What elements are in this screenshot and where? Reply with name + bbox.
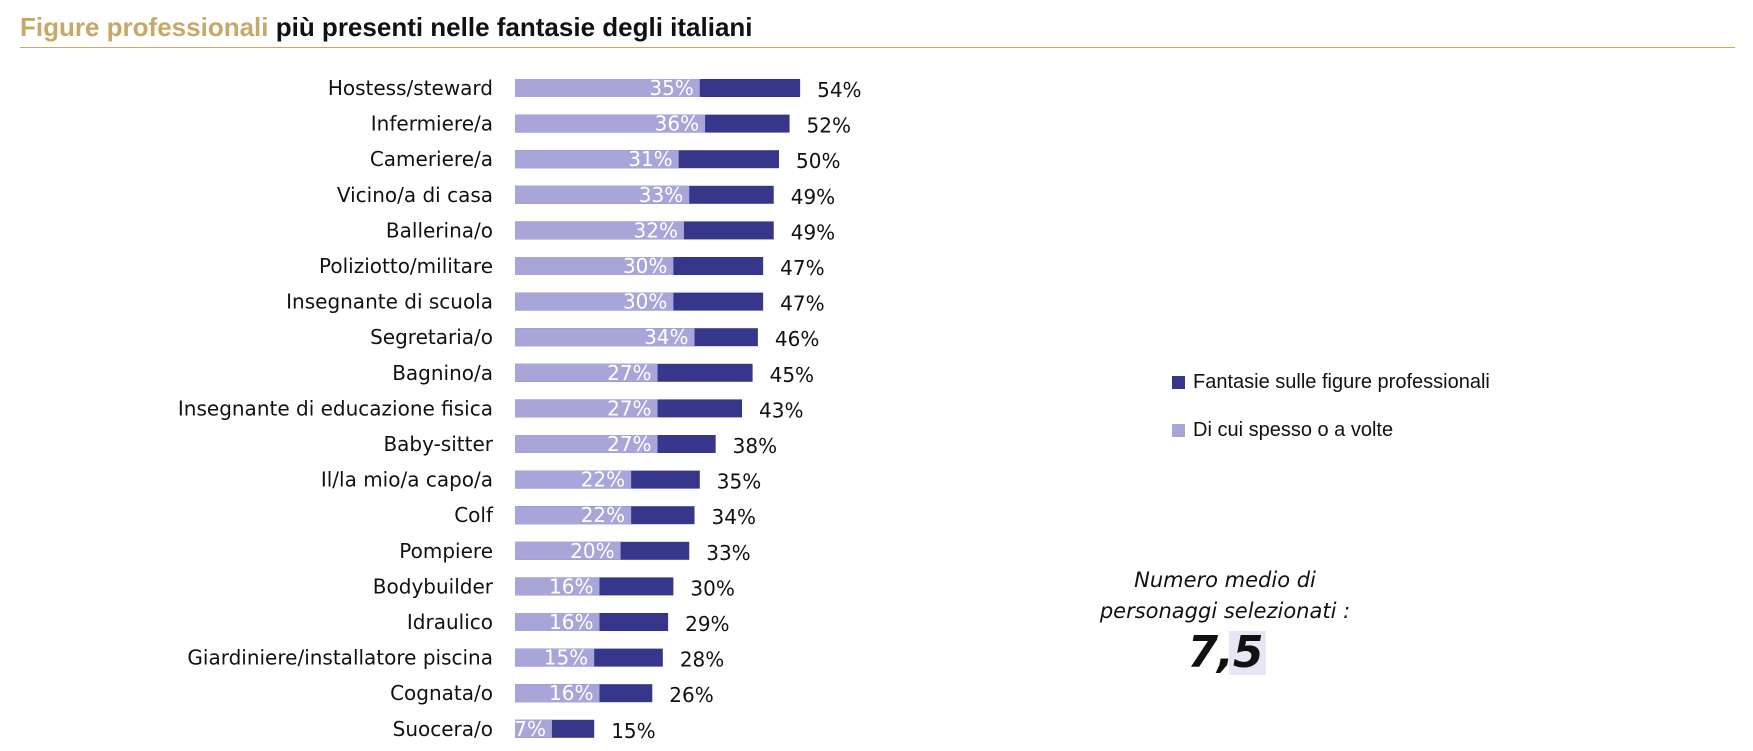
bar-often bbox=[515, 648, 595, 667]
category-label: Baby-sitter bbox=[383, 432, 493, 456]
category-label: Idraulico bbox=[407, 610, 493, 634]
data-label-total: 47% bbox=[780, 256, 824, 280]
data-label-often: 34% bbox=[644, 325, 688, 349]
category-label: Poliziotto/militare bbox=[319, 254, 493, 278]
bar-often bbox=[515, 719, 552, 738]
bar-often bbox=[515, 577, 600, 596]
category-label: Giardiniere/installatore piscina bbox=[187, 646, 493, 670]
bar-often bbox=[515, 470, 632, 489]
title-divider bbox=[20, 47, 1735, 48]
data-label-often: 30% bbox=[623, 254, 667, 278]
average-value: 7,5 bbox=[1183, 631, 1267, 675]
bar-often bbox=[515, 435, 658, 453]
data-label-often: 35% bbox=[649, 76, 693, 100]
legend-swatch-total bbox=[1172, 375, 1185, 389]
category-label: Insegnante di scuola bbox=[286, 290, 493, 314]
average-label-line1: Numero medio di bbox=[1134, 568, 1316, 592]
data-label-often: 16% bbox=[549, 574, 593, 598]
category-label: Hostess/steward bbox=[328, 76, 493, 100]
data-label-often: 22% bbox=[581, 503, 625, 527]
average-callout: Numero medio di personaggi selezionati :… bbox=[1085, 565, 1365, 675]
data-label-often: 7% bbox=[514, 717, 546, 741]
average-label-line2: personaggi selezionati : bbox=[1099, 599, 1351, 623]
category-label: Infermiere/a bbox=[371, 112, 493, 136]
legend-item-total: Fantasie sulle figure professionali bbox=[1172, 370, 1490, 394]
data-label-often: 16% bbox=[549, 610, 593, 634]
category-label: Cognata/o bbox=[390, 681, 493, 705]
bar-often bbox=[515, 613, 600, 631]
legend: Fantasie sulle figure professionali Di c… bbox=[1172, 370, 1490, 466]
data-label-total: 50% bbox=[796, 149, 840, 173]
data-label-total: 52% bbox=[807, 114, 851, 138]
bar-often bbox=[515, 79, 700, 97]
bar-chart: Hostess/steward 35% 54% Infermiere/a 36% 52% C… bbox=[178, 76, 862, 743]
legend-label-total: Fantasie sulle figure professionali bbox=[1193, 370, 1490, 393]
category-label: Ballerina/o bbox=[386, 218, 493, 242]
data-label-often: 20% bbox=[570, 539, 614, 563]
bar-often bbox=[515, 363, 658, 382]
data-label-total: 29% bbox=[685, 612, 729, 636]
data-label-often: 31% bbox=[628, 147, 672, 171]
data-label-total: 49% bbox=[791, 185, 835, 209]
data-label-total: 15% bbox=[611, 719, 655, 743]
data-label-total: 33% bbox=[706, 541, 750, 565]
bar-often bbox=[515, 328, 695, 347]
title-main: più presenti nelle fantasie degli italia… bbox=[268, 12, 753, 42]
data-label-total: 54% bbox=[817, 78, 861, 102]
bar-often bbox=[515, 541, 621, 560]
data-label-total: 49% bbox=[791, 220, 835, 244]
category-label: Vicino/a di casa bbox=[337, 183, 493, 207]
data-label-often: 27% bbox=[607, 432, 651, 456]
data-label-often: 30% bbox=[623, 290, 667, 314]
category-label: Pompiere bbox=[399, 539, 493, 563]
bar-often bbox=[515, 221, 684, 240]
data-label-often: 36% bbox=[655, 112, 699, 136]
category-label: Colf bbox=[454, 503, 494, 527]
bar-often bbox=[515, 506, 632, 525]
data-label-total: 45% bbox=[770, 363, 814, 387]
bar-often bbox=[515, 684, 600, 703]
legend-item-often: Di cui spesso o a volte bbox=[1172, 418, 1490, 442]
data-label-total: 28% bbox=[680, 648, 724, 672]
data-label-often: 15% bbox=[544, 646, 588, 670]
category-label: Bodybuilder bbox=[373, 574, 494, 598]
legend-label-often: Di cui spesso o a volte bbox=[1193, 418, 1394, 441]
data-label-total: 34% bbox=[712, 505, 756, 529]
data-label-total: 26% bbox=[669, 683, 713, 707]
category-label: Insegnante di educazione fisica bbox=[178, 396, 493, 420]
category-label: Suocera/o bbox=[393, 717, 493, 741]
data-label-often: 27% bbox=[607, 396, 651, 420]
average-label: Numero medio di personaggi selezionati : bbox=[1085, 565, 1365, 627]
data-label-often: 32% bbox=[634, 218, 678, 242]
bar-often bbox=[515, 257, 674, 275]
data-label-total: 43% bbox=[759, 398, 803, 422]
data-label-total: 30% bbox=[690, 576, 734, 600]
data-label-often: 33% bbox=[639, 183, 683, 207]
bar-often bbox=[515, 292, 674, 311]
bar-often bbox=[515, 114, 706, 133]
title-accent: Figure professionali bbox=[20, 12, 269, 42]
data-label-often: 22% bbox=[581, 468, 625, 492]
data-label-total: 47% bbox=[780, 292, 824, 316]
data-label-total: 46% bbox=[775, 327, 819, 351]
chart-title: Figure professionali più presenti nelle … bbox=[20, 10, 753, 44]
data-label-often: 16% bbox=[549, 681, 593, 705]
data-label-total: 38% bbox=[733, 434, 777, 458]
category-label: Il/la mio/a capo/a bbox=[321, 468, 493, 492]
category-label: Bagnino/a bbox=[392, 361, 493, 385]
category-label: Cameriere/a bbox=[370, 147, 493, 171]
bar-often bbox=[515, 399, 658, 418]
data-label-often: 27% bbox=[607, 361, 651, 385]
bar-often bbox=[515, 150, 679, 169]
data-label-total: 35% bbox=[717, 470, 761, 494]
category-label: Segretaria/o bbox=[370, 325, 493, 349]
legend-swatch-often bbox=[1172, 423, 1185, 437]
bar-often bbox=[515, 185, 690, 204]
